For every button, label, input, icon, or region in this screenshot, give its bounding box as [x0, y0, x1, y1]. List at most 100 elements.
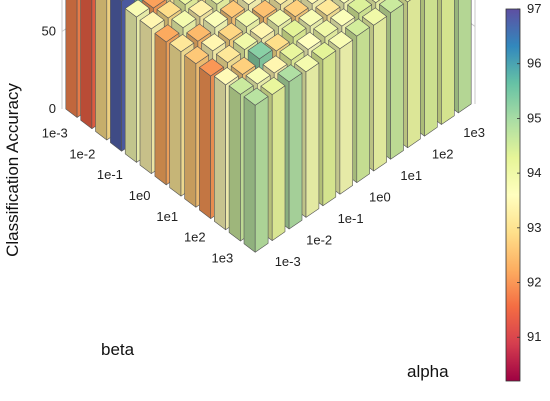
y-tick-label: 1e0: [369, 190, 391, 205]
bar-side-left: [124, 8, 137, 163]
bar-top: [252, 0, 277, 18]
bar-top: [119, 0, 124, 2]
x-tick-label: 1e-2: [69, 146, 95, 161]
bar-top: [371, 0, 381, 3]
bar-side-front: [441, 0, 455, 125]
bar-top: [379, 0, 404, 13]
bar-side-front: [424, 0, 438, 137]
bar-top: [154, 24, 180, 43]
bar-top: [339, 0, 350, 4]
bar-top: [345, 18, 370, 37]
y-tick-label: 1e1: [400, 168, 422, 183]
bar-top: [266, 8, 292, 27]
bar-top: [210, 0, 224, 5]
bar-side-left: [169, 42, 182, 197]
bar-side-front: [390, 3, 404, 160]
bar-top: [277, 64, 303, 83]
colorbar-tick-label: 95: [527, 110, 541, 125]
bar-side-front: [339, 39, 354, 195]
bar-side-left: [80, 0, 93, 129]
bar-top: [142, 0, 166, 9]
y-tick-label: 1e3: [463, 125, 485, 140]
colorbar-tick-label: 96: [527, 56, 541, 71]
bar-top: [171, 10, 197, 29]
colorbar-tick-label: 94: [527, 165, 541, 180]
y-tick-label: 1e-1: [338, 211, 364, 226]
bar-top: [313, 19, 339, 38]
bar-top: [124, 0, 150, 18]
bar-top: [249, 21, 275, 40]
y-tick-label: 1e2: [432, 146, 454, 161]
bar-top: [311, 41, 337, 60]
bar-top: [315, 0, 341, 17]
bar-top: [330, 8, 356, 27]
x-tick-label: 1e0: [129, 188, 151, 203]
x-tick-label: 1e2: [184, 230, 206, 245]
bar-side-left: [65, 0, 78, 118]
bar-top: [245, 66, 271, 85]
bar-side-left: [95, 0, 108, 141]
bar-side-left: [214, 76, 226, 231]
bar-side-front: [322, 50, 337, 207]
bar-side-front: [457, 0, 472, 114]
bar-top: [199, 58, 224, 77]
z-tick-label: 50: [42, 24, 56, 39]
bar-side-left: [243, 96, 256, 253]
bar-side-front: [356, 26, 370, 183]
bar-top: [404, 0, 411, 3]
bar-top: [214, 67, 239, 86]
bar: [243, 87, 269, 253]
bar-top: [218, 22, 243, 41]
colorbar: 91 92 93 94 95 96 97: [505, 1, 541, 382]
bar-side-front: [288, 72, 303, 230]
bar-top: [294, 54, 320, 73]
colorbar-tick-label: 92: [527, 275, 541, 290]
bar-top: [139, 11, 165, 30]
x-tick-label: 1e-3: [42, 125, 68, 140]
bar-top: [216, 44, 241, 63]
bar-side-front: [373, 16, 387, 172]
bar-top: [298, 8, 324, 27]
x-tick-label: 1e-1: [97, 167, 123, 182]
bar-side-front: [254, 96, 269, 253]
bar-top: [233, 31, 258, 50]
bar-top: [178, 0, 193, 5]
bar-top: [235, 9, 260, 28]
bar-top: [228, 76, 254, 95]
bar-side-front: [271, 85, 286, 241]
bar-top: [283, 0, 309, 18]
colorbar-gradient: [505, 8, 521, 382]
bar-side-left: [110, 0, 122, 152]
bar-top: [156, 0, 182, 19]
bar-top: [264, 33, 290, 52]
bar-side-front: [407, 0, 421, 148]
bar-top: [347, 0, 373, 14]
bars-group: [65, 0, 472, 253]
bar-top: [188, 0, 214, 18]
bar-top: [230, 56, 256, 75]
x-tick-label: 1e1: [156, 209, 178, 224]
bar-side-left: [199, 67, 211, 219]
z-axis-label: Classification Accuracy: [3, 83, 22, 257]
bar-top: [279, 42, 305, 61]
y-axis-label: alpha: [407, 362, 449, 381]
bar-top: [241, 0, 257, 5]
x-tick-label: 1e3: [212, 251, 234, 266]
bar-top: [247, 41, 273, 60]
bar-side-left: [184, 54, 197, 208]
bar-top: [201, 33, 226, 52]
z-tick-label: 0: [49, 101, 56, 116]
bar-top: [169, 34, 195, 53]
bar-top: [203, 10, 228, 28]
bar-top: [281, 19, 307, 38]
bar-side-left: [154, 33, 167, 186]
y-tick-label: 1e-2: [306, 233, 332, 248]
colorbar-tick-label: 97: [527, 1, 541, 16]
bar-top: [220, 0, 245, 19]
bar-side-front: [305, 62, 320, 218]
bar-side-left: [228, 85, 241, 242]
bar-top: [260, 77, 286, 95]
